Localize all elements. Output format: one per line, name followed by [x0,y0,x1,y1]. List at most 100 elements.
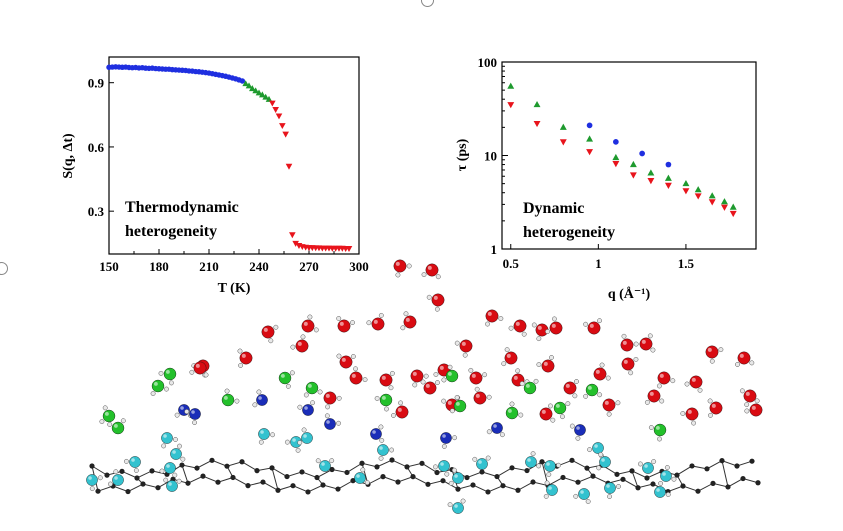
hydrogen-atom [270,432,276,438]
data-point [629,160,637,168]
x-tick-label: 240 [249,259,269,274]
hydrogen-atom [448,480,454,486]
hydrogen-atom [621,333,627,339]
atom-highlight [260,430,264,434]
hydrogen-atom [569,423,575,429]
water-molecule [543,480,558,499]
oxygen-atom [431,293,445,307]
oxygen-atom [469,371,483,385]
hydrogen-atom [447,364,453,370]
hydrogen-atom [657,436,662,442]
atom-highlight [537,325,542,330]
hydrogen-atom [172,472,178,478]
oxygen-atom [440,432,452,444]
data-point [289,232,296,239]
oxygen-atom [563,381,577,395]
oxygen-atom [193,361,207,375]
substrate-atom [224,463,230,469]
atom-highlight [373,319,378,324]
hydrogen-atom [583,321,589,327]
hydrogen-atom [616,484,621,489]
substrate-atom [389,457,395,463]
hydrogen-atom [633,341,639,347]
hydrogen-atom [336,395,342,401]
hydrogen-atom [709,358,715,364]
atom-highlight [397,407,402,412]
atom-highlight [304,406,308,410]
oxygen-atom [295,339,309,353]
oxygen-atom [504,351,518,365]
data-point [265,95,273,102]
hydrogen-atom [315,458,321,464]
x-tick-label: 270 [299,259,319,274]
hydrogen-atom [432,464,438,470]
hydrogen-atom [452,435,458,441]
hydrogen-atom [597,392,603,398]
atom-highlight [356,474,360,478]
hydrogen-atom [544,480,550,486]
substrate-atom [269,465,275,471]
hydrogen-atom [536,336,542,342]
oxygen-atom [323,391,337,405]
atom-highlight [131,458,135,462]
data-point [255,89,263,96]
water-molecule [583,318,603,335]
substrate-atom [149,468,155,474]
hydrogen-atom [499,432,505,438]
water-molecule [252,389,268,408]
substrate-atom [179,462,185,468]
hydrogen-atom [556,462,562,468]
atom-highlight [297,341,302,346]
oxygen-atom [445,369,459,383]
x-tick-label: 1.5 [678,256,695,271]
atom-highlight [622,340,627,345]
substrate-atom [569,457,575,463]
water-molecule [366,312,385,331]
substrate-atom [134,475,140,481]
x-tick-label: 1 [595,256,602,271]
hydrogen-atom [433,371,439,377]
substrate-atom [689,463,695,469]
hydrogen-atom [107,481,113,487]
oxygen-atom [473,391,487,405]
water-molecule [323,391,342,410]
hydrogen-atom [329,458,335,464]
hydrogen-atom [350,354,356,359]
y-tick-label: 100 [478,55,498,70]
oxygen-atom [452,472,464,484]
data-point [682,188,690,195]
hydrogen-atom [406,263,412,269]
hydrogen-atom [133,468,139,473]
data-point [533,100,541,108]
water-molecule [184,408,201,426]
data-point [269,100,276,107]
hydrogen-atom [707,398,713,404]
hydrogen-atom [519,381,525,387]
substrate-bond [271,467,279,491]
hydrogen-atom [585,499,591,504]
data-point [249,85,256,92]
atom-highlight [104,411,109,416]
hydrogen-atom [565,401,571,407]
water-molecule [620,333,639,352]
substrate-atom [350,478,356,484]
water-molecule [420,379,440,395]
hydrogen-atom [434,306,440,312]
hydrogen-atom [670,378,676,384]
hydrogen-atom [515,368,521,374]
atom-highlight [195,363,200,368]
water-molecule [473,386,492,405]
hydrogen-atom [441,443,447,449]
substrate-atom [194,465,200,471]
oxygen-atom [639,337,653,351]
atom-highlight [351,373,356,378]
substrate-atom [485,489,491,495]
substrate-atom [650,481,656,487]
oxygen-atom [453,399,467,413]
hydrogen-atom [364,480,370,486]
oxygen-atom [604,482,616,494]
data-point [239,78,246,84]
hydrogen-atom [518,412,524,418]
oxygen-atom [301,319,315,333]
